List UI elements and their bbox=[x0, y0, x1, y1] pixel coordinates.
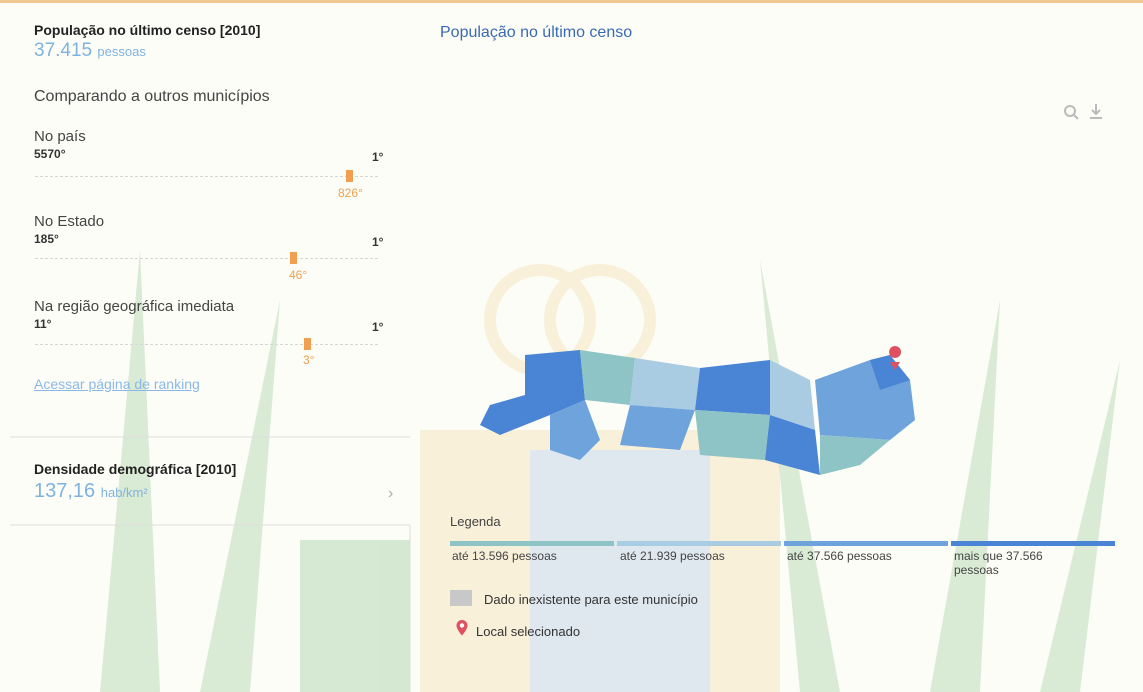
unit: hab/km² bbox=[100, 485, 148, 500]
ranking-high: 1° bbox=[372, 320, 384, 334]
ranking-marker bbox=[304, 338, 311, 350]
legend-swatch bbox=[617, 541, 781, 546]
legend-swatch bbox=[450, 541, 614, 546]
map bbox=[480, 346, 915, 475]
ranking-high: 1° bbox=[372, 150, 384, 164]
ranking-track bbox=[35, 176, 378, 177]
ranking-label: No país bbox=[34, 128, 86, 145]
ranking-low: 11° bbox=[34, 317, 52, 331]
compare-label: Comparando a outros municípios bbox=[34, 88, 270, 105]
legend-label: até 37.566 pessoas bbox=[787, 549, 892, 563]
ranking-track bbox=[35, 344, 378, 345]
legend-label: mais que 37.566 pessoas bbox=[954, 549, 1043, 577]
map-title: População no último censo bbox=[440, 24, 633, 41]
zoom-icon[interactable] bbox=[1064, 105, 1076, 117]
legend-title: Legenda bbox=[450, 514, 501, 529]
selected-label: Local selecionado bbox=[476, 624, 581, 639]
indicator-title: População no último censo [2010] bbox=[34, 22, 261, 38]
map-tools bbox=[1064, 104, 1102, 120]
ranking-label: Na região geográfica imediata bbox=[34, 298, 235, 315]
missing-label: Dado inexistente para este município bbox=[484, 592, 698, 607]
ranking-position: 3° bbox=[303, 353, 315, 367]
ranking-label: No Estado bbox=[34, 213, 105, 230]
ranking-marker bbox=[346, 170, 353, 182]
ranking-link[interactable]: Acessar página de ranking bbox=[34, 376, 200, 392]
density-title: Densidade demográfica [2010] bbox=[34, 461, 237, 477]
indicator-value: 37.415 pessoas bbox=[34, 40, 146, 62]
pin-icon bbox=[456, 620, 468, 636]
ranking-marker bbox=[290, 252, 297, 264]
ranking-track bbox=[35, 258, 378, 259]
missing-swatch bbox=[450, 590, 472, 606]
density-value: 137,16 hab/km² bbox=[34, 480, 148, 503]
ranking-low: 5570° bbox=[34, 147, 66, 161]
unit: pessoas bbox=[97, 44, 146, 59]
svg-text:›: › bbox=[388, 485, 393, 502]
ranking-position: 46° bbox=[289, 268, 308, 282]
ranking-position: 826° bbox=[338, 186, 363, 200]
legend-label: até 13.596 pessoas bbox=[452, 549, 557, 563]
value: 37.415 bbox=[34, 40, 93, 61]
legend-swatch bbox=[951, 541, 1115, 546]
value: 137,16 bbox=[34, 480, 96, 502]
legend-label: até 21.939 pessoas bbox=[620, 549, 725, 563]
legend-swatch bbox=[784, 541, 948, 546]
selected-pin bbox=[889, 346, 902, 370]
download-icon[interactable] bbox=[1090, 104, 1102, 119]
ranking-low: 185° bbox=[34, 232, 59, 246]
ranking-high: 1° bbox=[372, 235, 384, 249]
